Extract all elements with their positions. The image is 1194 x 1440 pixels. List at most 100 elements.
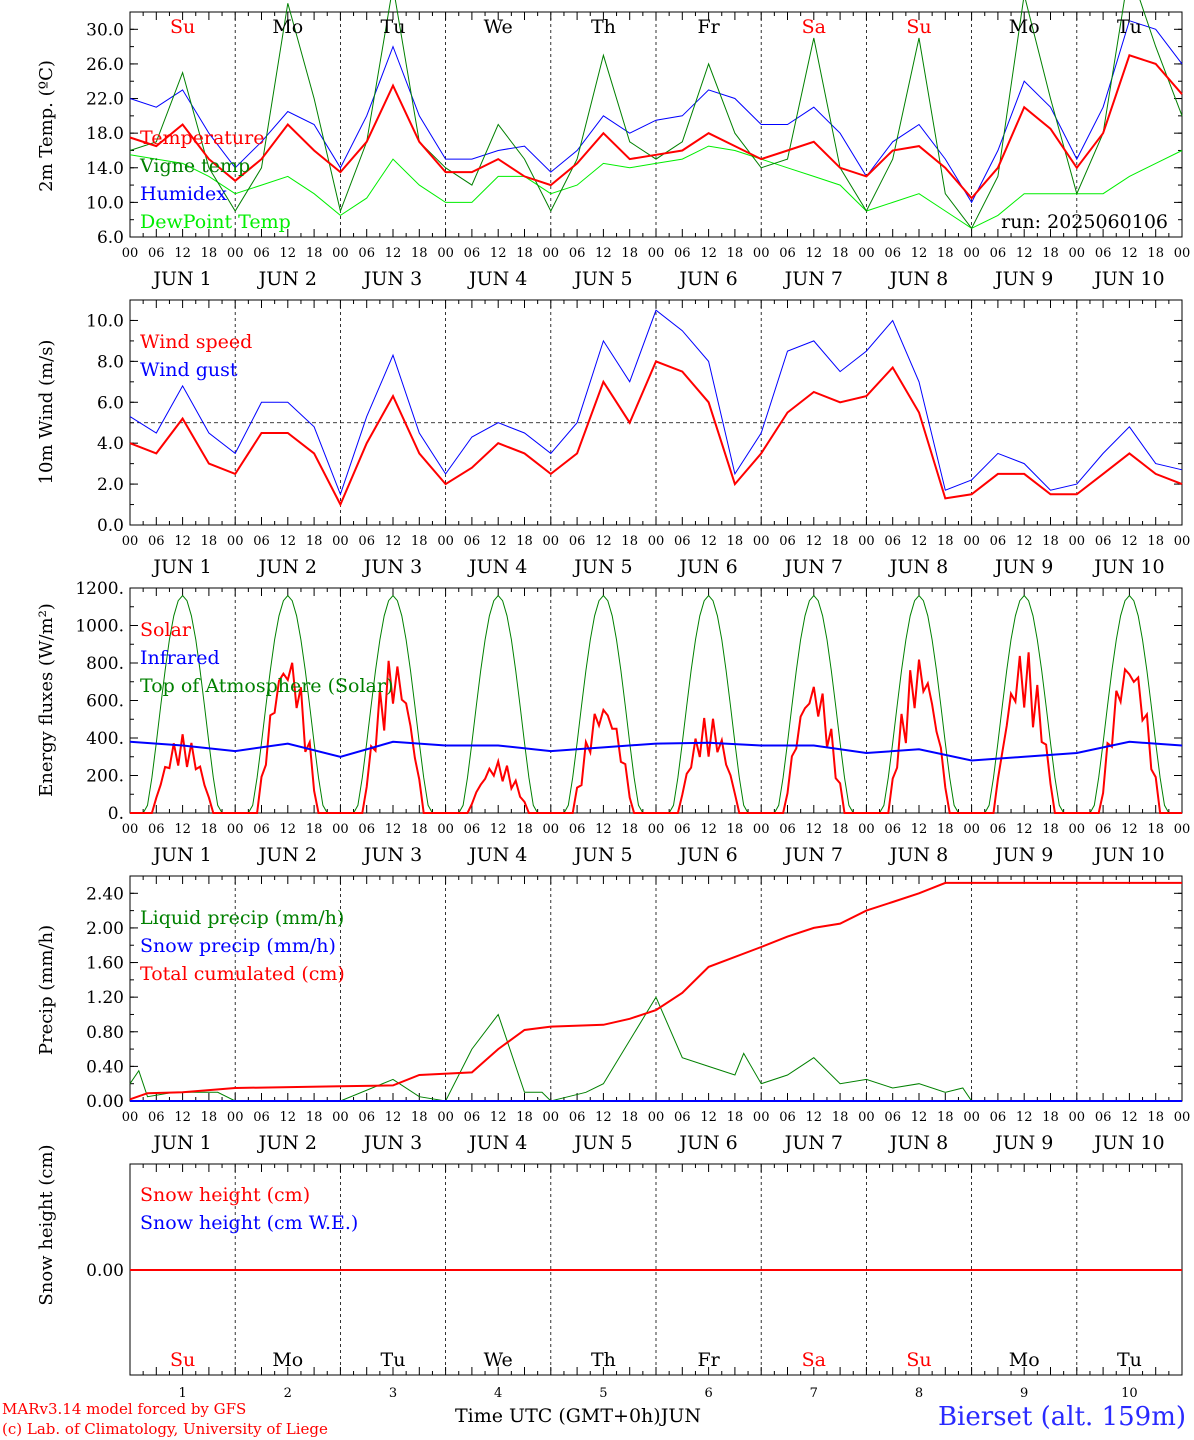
day-label: Mo <box>272 16 303 38</box>
hour-tick-label: 00 <box>543 534 560 549</box>
hour-tick-label: 00 <box>543 246 560 261</box>
hour-tick-label: 18 <box>516 1110 533 1125</box>
hour-tick-label: 12 <box>490 534 507 549</box>
hour-tick-label: 06 <box>464 246 481 261</box>
y-tick-label: 0.40 <box>86 1057 124 1077</box>
y-tick-label: 6.0 <box>97 393 124 413</box>
hour-tick-label: 12 <box>700 534 717 549</box>
y-tick-label: 1.20 <box>86 988 124 1008</box>
hour-tick-label: 18 <box>1147 246 1164 261</box>
day-number-label: 3 <box>389 1386 397 1401</box>
hour-tick-label: 00 <box>122 822 139 837</box>
hour-tick-label: 06 <box>990 246 1007 261</box>
y-tick-label: 2.40 <box>86 884 124 904</box>
model-credit: MARv3.14 model forced by GFS <box>2 1400 247 1418</box>
day-label: Mo <box>1009 1349 1040 1371</box>
hour-tick-label: 18 <box>832 822 849 837</box>
legend-entry: DewPoint Temp <box>140 211 291 233</box>
hour-tick-label: 06 <box>569 1110 586 1125</box>
date-label: JUN 8 <box>888 844 948 866</box>
day-number-label: 5 <box>599 1386 607 1401</box>
hour-tick-label: 06 <box>358 246 375 261</box>
day-number-label: 9 <box>1020 1386 1028 1401</box>
hour-tick-label: 00 <box>332 822 349 837</box>
hour-tick-label: 00 <box>1069 1110 1086 1125</box>
day-label: Su <box>906 1349 931 1371</box>
hour-tick-label: 12 <box>1016 1110 1033 1125</box>
hour-tick-label: 12 <box>700 822 717 837</box>
hour-tick-label: 18 <box>306 246 323 261</box>
date-label: JUN 5 <box>572 556 632 578</box>
y-tick-label: 8.0 <box>97 352 124 372</box>
hour-tick-label: 00 <box>858 1110 875 1125</box>
hour-tick-label: 18 <box>621 1110 638 1125</box>
x-axis-title-text: Time UTC (GMT+0h) <box>455 1405 661 1427</box>
date-label: JUN 7 <box>783 844 843 866</box>
hour-tick-label: 00 <box>1069 246 1086 261</box>
lab-credit: (c) Lab. of Climatology, University of L… <box>2 1420 328 1438</box>
hour-tick-label: 00 <box>122 534 139 549</box>
hour-tick-label: 18 <box>516 822 533 837</box>
hour-tick-label: 00 <box>332 534 349 549</box>
hour-tick-label: 00 <box>753 534 770 549</box>
series-line-wind-speed <box>129 360 1183 507</box>
hour-tick-label: 12 <box>700 246 717 261</box>
y-tick-label: 2.0 <box>97 475 124 495</box>
hour-tick-label: 06 <box>253 1110 270 1125</box>
hour-tick-label: 06 <box>358 822 375 837</box>
hour-tick-label: 00 <box>437 534 454 549</box>
day-number-label: 8 <box>915 1386 923 1401</box>
date-label: JUN 9 <box>993 844 1053 866</box>
hour-tick-label: 18 <box>832 246 849 261</box>
hour-tick-label: 18 <box>201 246 218 261</box>
hour-tick-label: 18 <box>727 534 744 549</box>
legend-entry: Liquid precip (mm/h) <box>140 907 344 929</box>
hour-tick-label: 06 <box>358 1110 375 1125</box>
hour-tick-label: 06 <box>253 822 270 837</box>
date-label: JUN 6 <box>677 268 737 290</box>
hour-tick-label: 00 <box>122 246 139 261</box>
hour-tick-label: 12 <box>806 534 823 549</box>
hour-tick-label: 18 <box>1042 1110 1059 1125</box>
hour-tick-label: 18 <box>201 534 218 549</box>
y-tick-label: 6.0 <box>97 228 124 248</box>
date-label: JUN 2 <box>257 556 317 578</box>
y-tick-label: 0.0 <box>97 516 124 536</box>
hour-tick-label: 00 <box>858 246 875 261</box>
hour-tick-label: 18 <box>621 246 638 261</box>
hour-tick-label: 12 <box>174 1110 191 1125</box>
y-tick-label: 400. <box>86 729 124 749</box>
legend-entry: Snow height (cm W.E.) <box>140 1212 358 1234</box>
date-label: JUN 6 <box>677 1132 737 1154</box>
day-label: We <box>484 16 513 38</box>
legend-entry: Top of Atmosphere (Solar) <box>140 675 393 697</box>
y-tick-label: 10.0 <box>86 193 124 213</box>
hour-tick-label: 06 <box>1095 1110 1112 1125</box>
legend-entry: Infrared <box>140 647 220 669</box>
hour-tick-label: 06 <box>884 246 901 261</box>
hour-tick-label: 06 <box>884 1110 901 1125</box>
hour-tick-label: 06 <box>569 822 586 837</box>
hour-tick-label: 12 <box>595 534 612 549</box>
y-tick-label: 0.80 <box>86 1023 124 1043</box>
day-label: Mo <box>272 1349 303 1371</box>
hour-tick-label: 12 <box>1121 534 1138 549</box>
hour-tick-label: 12 <box>595 1110 612 1125</box>
date-label: JUN 10 <box>1092 268 1164 290</box>
day-number-label: 4 <box>494 1386 502 1401</box>
day-label: Tu <box>381 1349 406 1371</box>
date-label: JUN 9 <box>993 1132 1053 1154</box>
date-label: JUN 7 <box>783 268 843 290</box>
hour-tick-label: 12 <box>385 246 402 261</box>
hour-tick-label: 18 <box>306 534 323 549</box>
hour-tick-label: 18 <box>621 534 638 549</box>
hour-tick-label: 00 <box>1174 246 1191 261</box>
hour-tick-label: 12 <box>385 1110 402 1125</box>
hour-tick-label: 00 <box>753 822 770 837</box>
hour-tick-label: 18 <box>306 1110 323 1125</box>
hour-tick-label: 06 <box>253 534 270 549</box>
hour-tick-label: 00 <box>1069 534 1086 549</box>
hour-tick-label: 12 <box>806 1110 823 1125</box>
series-line-solar <box>130 652 1182 814</box>
hour-tick-label: 12 <box>700 1110 717 1125</box>
